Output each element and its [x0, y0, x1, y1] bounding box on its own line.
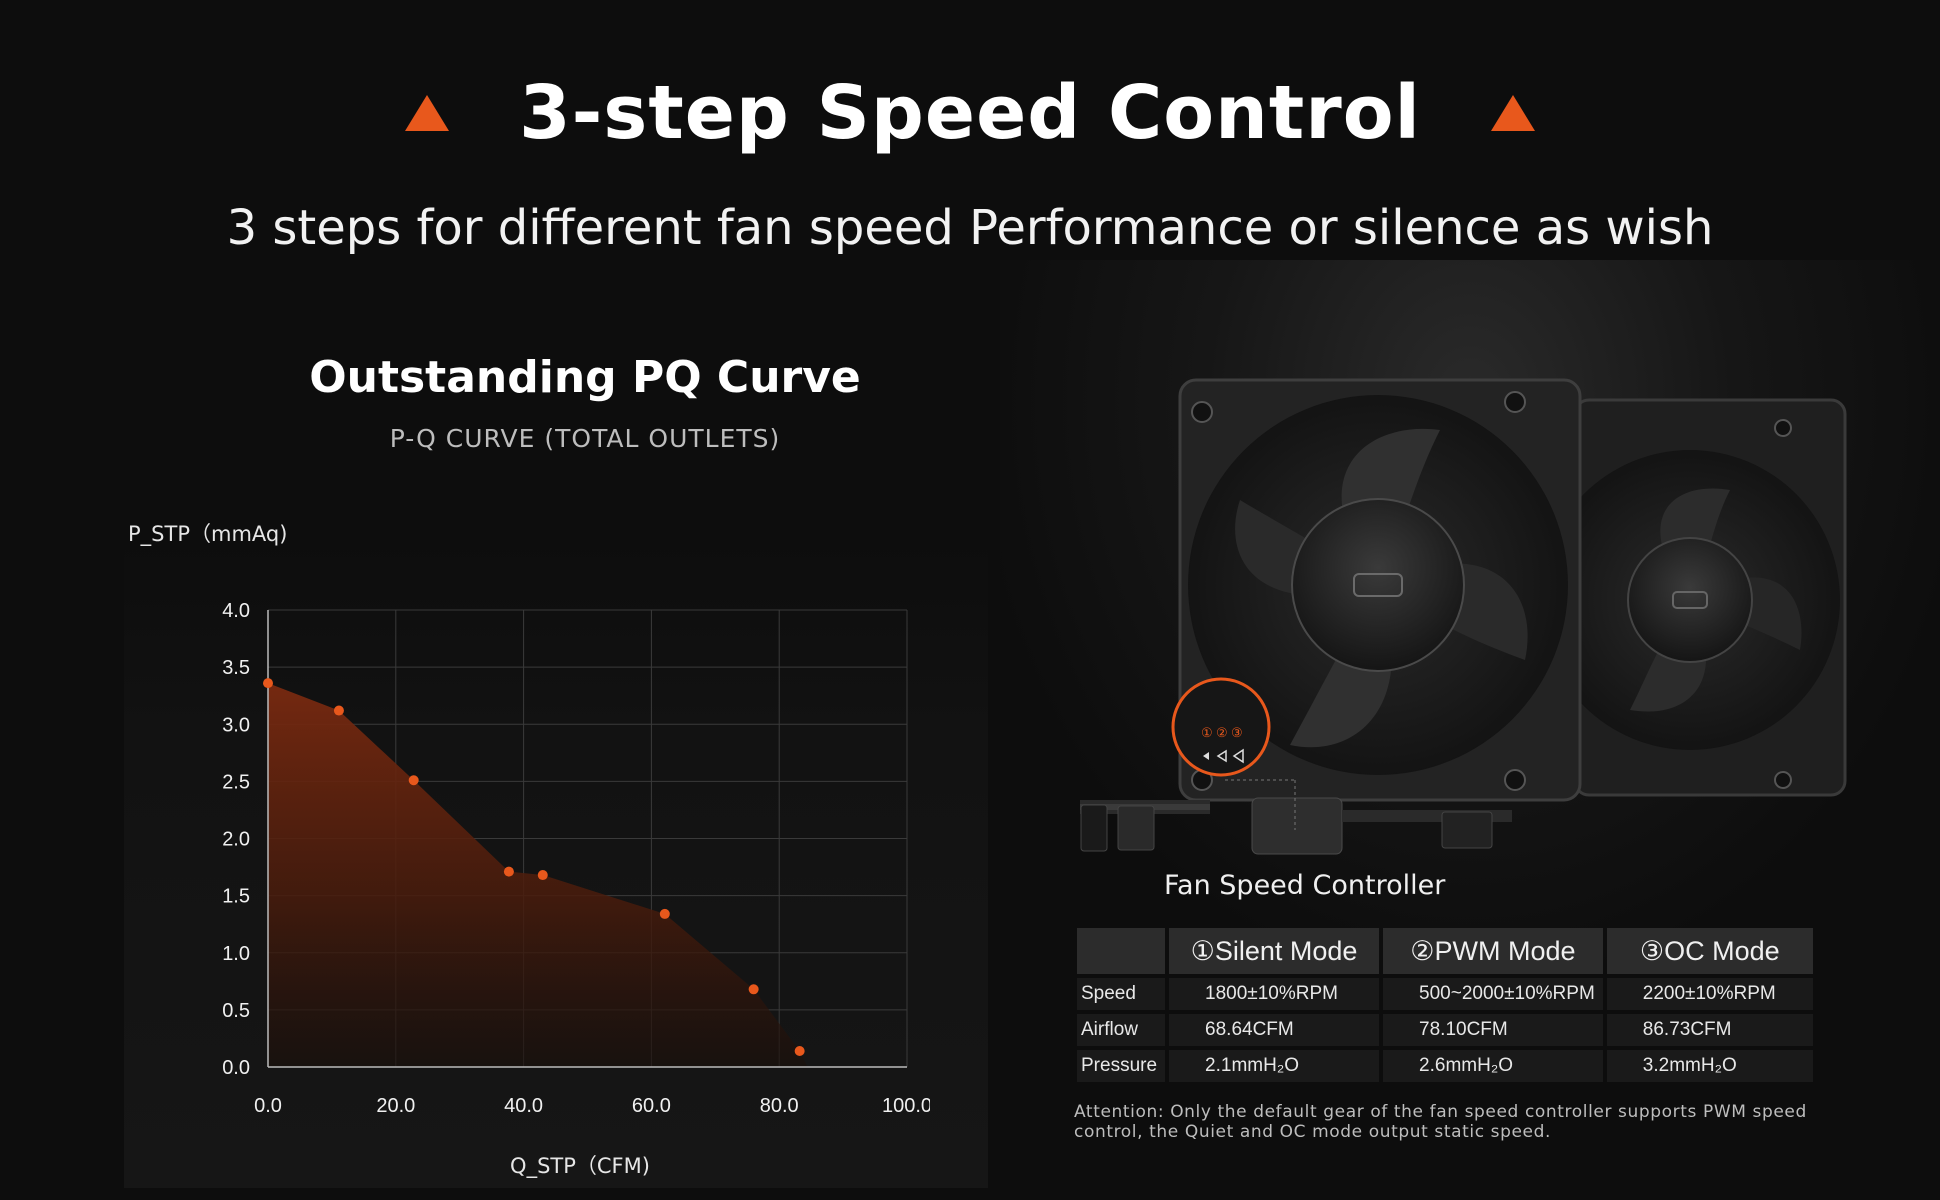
x-axis-title: Q_STP（CFM) — [510, 1154, 650, 1178]
y-tick-label: 3.5 — [222, 657, 250, 679]
y-tick-label: 1.5 — [222, 886, 250, 908]
page-title: 3-step Speed Control — [519, 70, 1421, 156]
chart-heading: Outstanding PQ Curve — [309, 352, 861, 403]
data-point — [748, 984, 759, 995]
spec-header-silent: ①Silent Mode — [1169, 928, 1380, 974]
spec-header-row: ①Silent Mode ②PWM Mode ③OC Mode — [1077, 928, 1813, 974]
chart-subheading: P-Q CURVE (TOTAL OUTLETS) — [389, 424, 781, 453]
mode-1-marker: ① — [1201, 725, 1213, 740]
data-point — [659, 908, 670, 919]
speed-controller — [1080, 779, 1512, 855]
cell: 68.64CFM — [1169, 1014, 1380, 1046]
data-point — [503, 866, 514, 877]
fan-front — [1178, 378, 1582, 802]
y-tick-label: 4.0 — [222, 600, 250, 622]
page-header: 3-step Speed Control — [0, 70, 1940, 156]
triangle-icon — [405, 95, 450, 131]
x-tick-label: 100.0 — [882, 1095, 930, 1117]
cell: 500~2000±10%RPM — [1383, 978, 1603, 1010]
fan-rear — [1540, 398, 1847, 797]
data-point — [263, 678, 273, 689]
mode-spec-table: ①Silent Mode ②PWM Mode ③OC Mode Speed 18… — [1073, 924, 1817, 1086]
cell: 2.1mmH₂O — [1169, 1050, 1380, 1082]
y-axis-title: P_STP（mmAq) — [128, 522, 288, 546]
mode-2-indicator — [1216, 749, 1227, 763]
spec-header-oc: ③OC Mode — [1606, 928, 1813, 974]
cell: 2.6mmH₂O — [1383, 1050, 1603, 1082]
y-tick-label: 0.0 — [222, 1057, 250, 1079]
attention-note: Attention: Only the default gear of the … — [1074, 1102, 1807, 1142]
cell: 2200±10%RPM — [1606, 978, 1813, 1010]
row-label: Airflow — [1077, 1014, 1166, 1046]
cell: 3.2mmH₂O — [1606, 1050, 1813, 1082]
data-point — [794, 1046, 805, 1057]
cell: 1800±10%RPM — [1169, 978, 1380, 1010]
cell: 86.73CFM — [1606, 1014, 1813, 1046]
pq-chart: 0.0 20.0 40.0 60.0 80.0 100.0 0.0 0.5 1.0 1.5 2.0 2… — [222, 600, 930, 1117]
row-label: Speed — [1077, 978, 1166, 1010]
y-tick-label: 1.0 — [222, 943, 250, 965]
table-row: Speed 1800±10%RPM 500~2000±10%RPM 2200±1… — [1077, 978, 1813, 1010]
y-tick-label: 3.0 — [222, 714, 250, 736]
data-point — [408, 775, 419, 786]
y-tick-label: 2.0 — [222, 829, 250, 851]
spec-header-pwm: ②PWM Mode — [1383, 928, 1603, 974]
x-tick-label: 0.0 — [254, 1095, 282, 1117]
y-tick-label: 2.5 — [222, 771, 250, 793]
triangle-icon — [1490, 95, 1535, 131]
spec-header-blank — [1077, 928, 1166, 974]
mode-2-marker: ② — [1216, 725, 1228, 740]
x-tick-label: 40.0 — [504, 1095, 543, 1117]
y-tick-label: 0.5 — [222, 1000, 250, 1022]
mode-1-indicator — [1203, 752, 1209, 760]
x-tick-label: 60.0 — [632, 1095, 671, 1117]
table-row: Pressure 2.1mmH₂O 2.6mmH₂O 3.2mmH₂O — [1077, 1050, 1813, 1082]
mode-3-indicator — [1232, 748, 1244, 764]
x-tick-label: 20.0 — [376, 1095, 415, 1117]
table-row: Airflow 68.64CFM 78.10CFM 86.73CFM — [1077, 1014, 1813, 1046]
data-point — [537, 870, 548, 881]
data-point — [333, 705, 344, 716]
cell: 78.10CFM — [1383, 1014, 1603, 1046]
x-tick-label: 80.0 — [760, 1095, 799, 1117]
mode-3-marker: ③ — [1231, 725, 1243, 740]
mode-switch-callout: ① ② ③ — [1171, 677, 1271, 777]
row-label: Pressure — [1077, 1050, 1166, 1082]
controller-label: Fan Speed Controller — [1164, 870, 1446, 901]
page-subtitle: 3 steps for different fan speed Performa… — [226, 200, 1714, 256]
fan-product-image: ① ② ③ — [1080, 378, 1847, 855]
